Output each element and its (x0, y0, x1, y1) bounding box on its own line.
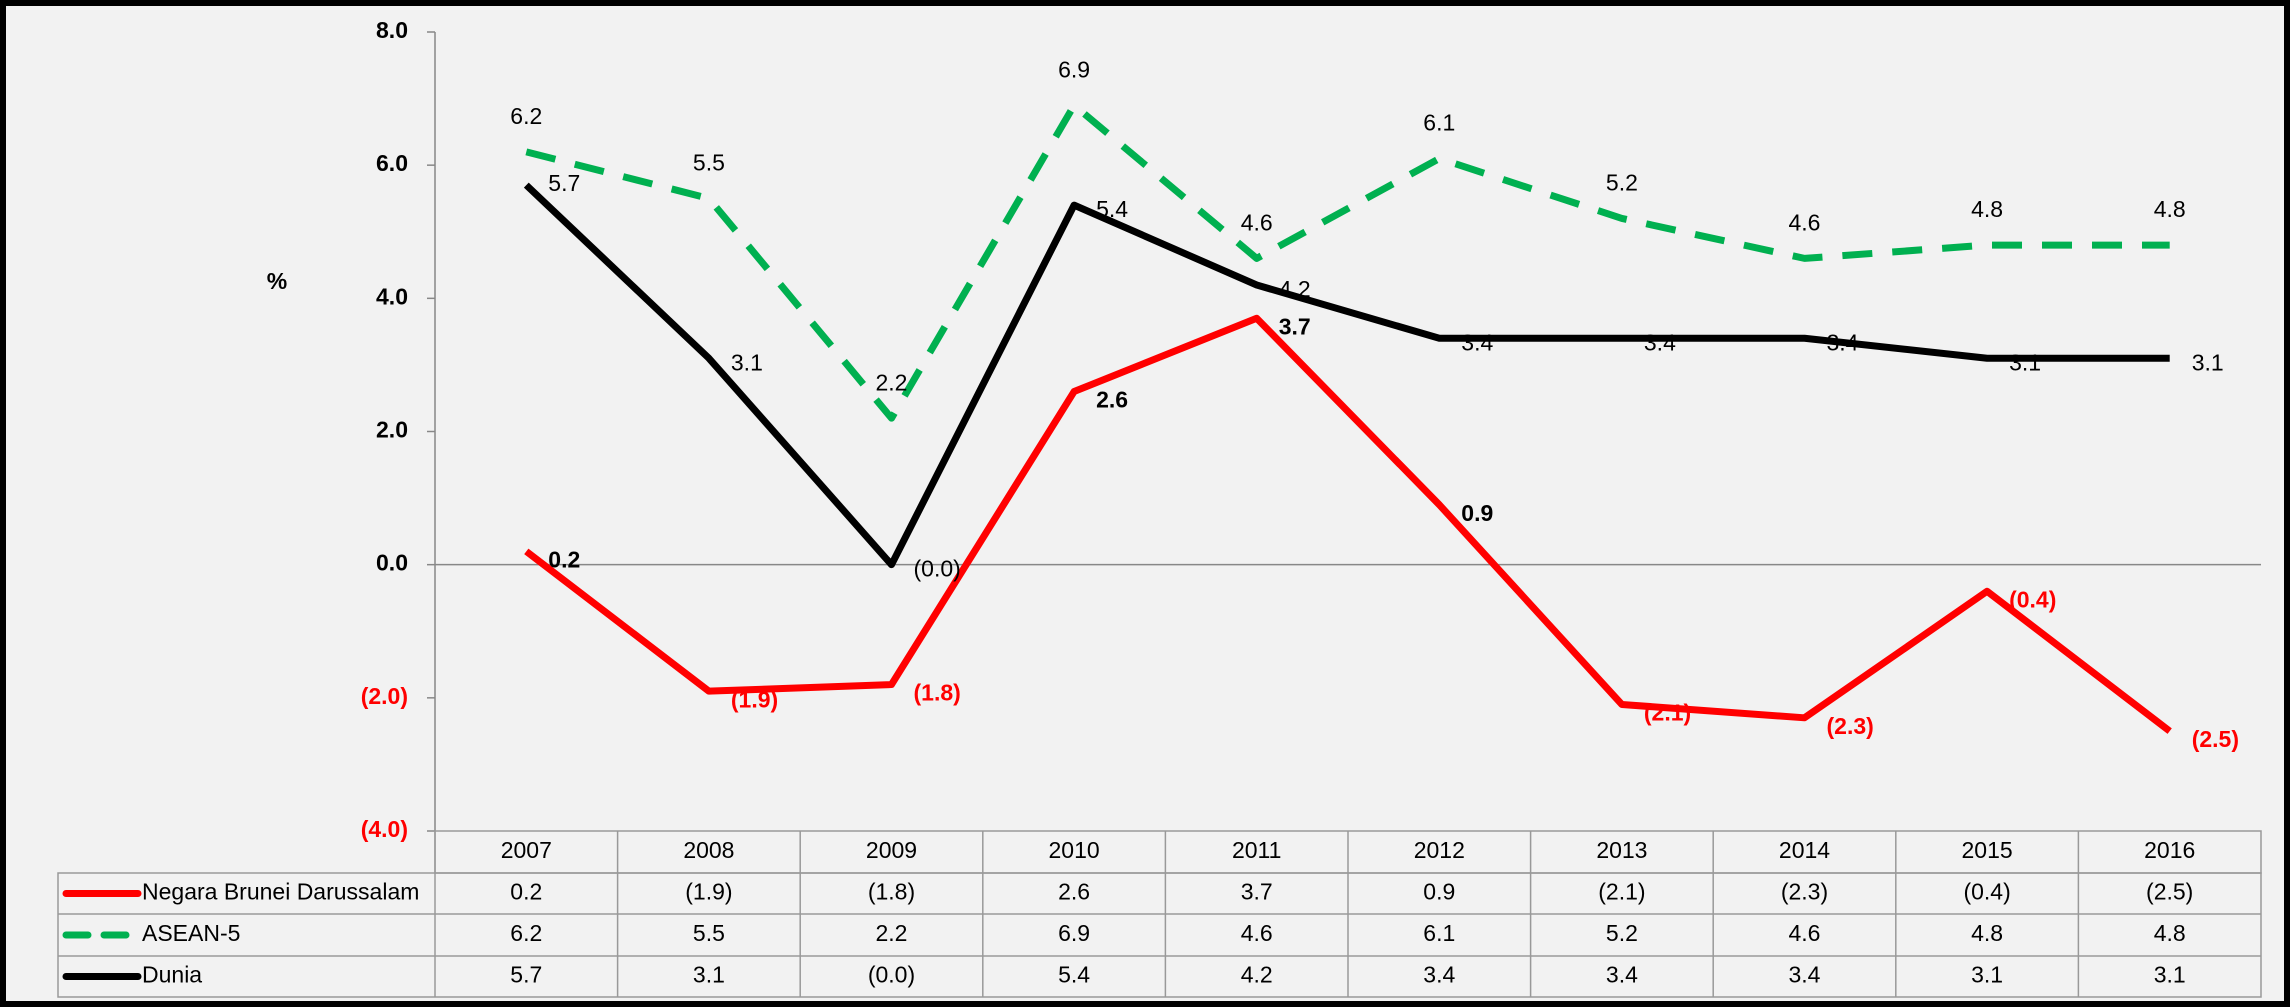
y-tick-label: 4.0 (376, 283, 408, 309)
x-tick-label: 2009 (866, 837, 917, 863)
data-label: (2.3) (1827, 713, 1874, 739)
x-tick-label: 2012 (1414, 837, 1465, 863)
data-table-cell: 3.1 (693, 962, 725, 988)
y-tick-label: 2.0 (376, 417, 408, 443)
x-tick-label: 2015 (1962, 837, 2013, 863)
data-label: 5.4 (1096, 196, 1128, 222)
legend-label: Negara Brunei Darussalam (142, 879, 419, 905)
x-tick-label: 2013 (1596, 837, 1647, 863)
y-tick-label: 0.0 (376, 550, 408, 576)
data-label: 2.2 (876, 369, 908, 395)
data-table-cell: (0.4) (1963, 879, 2010, 905)
series-line (523, 182, 2170, 569)
data-table-cell: 4.8 (1971, 920, 2003, 946)
series-line (525, 101, 2170, 422)
data-label: (1.9) (731, 686, 778, 712)
data-table-cell: 3.4 (1606, 962, 1638, 988)
data-label: (1.8) (914, 680, 961, 706)
data-table-cell: 4.2 (1241, 962, 1273, 988)
data-label: 4.6 (1789, 209, 1821, 235)
data-table-cell: 2.2 (876, 920, 908, 946)
legend-label: ASEAN-5 (142, 920, 240, 946)
x-tick-label: 2014 (1779, 837, 1830, 863)
data-label: 0.2 (548, 546, 580, 572)
data-table-cell: 5.5 (693, 920, 725, 946)
series-line (524, 314, 2172, 734)
data-label: 4.6 (1241, 209, 1273, 235)
data-table-cell: (0.0) (868, 962, 915, 988)
data-table-cell: (2.5) (2146, 879, 2193, 905)
data-label: 6.1 (1423, 110, 1455, 136)
y-tick-label: 6.0 (376, 150, 408, 176)
y-tick-label: (4.0) (361, 816, 408, 842)
data-table-cell: 0.9 (1423, 879, 1455, 905)
data-table-cell: 3.1 (2154, 962, 2186, 988)
data-table-cell: 5.2 (1606, 920, 1638, 946)
data-label: 0.9 (1461, 500, 1493, 526)
x-tick-label: 2011 (1232, 837, 1281, 863)
data-label: 3.4 (1461, 329, 1493, 355)
data-table-cell: 5.4 (1058, 962, 1090, 988)
data-label: 3.7 (1279, 313, 1311, 339)
data-label: 6.9 (1058, 56, 1090, 82)
data-label: 3.1 (2192, 349, 2224, 375)
x-tick-label: 2016 (2144, 837, 2195, 863)
data-label: (2.5) (2192, 726, 2239, 752)
legend-label: Dunia (142, 962, 202, 988)
data-label: 2.6 (1096, 387, 1128, 413)
data-label: 3.1 (731, 349, 763, 375)
data-table-cell: 6.9 (1058, 920, 1090, 946)
y-tick-label: 8.0 (376, 17, 408, 43)
data-table-cell: 5.7 (510, 962, 542, 988)
data-label: 3.4 (1644, 329, 1676, 355)
x-tick-label: 2007 (501, 837, 552, 863)
data-table-cell: 4.8 (2154, 920, 2186, 946)
data-table-cell: 4.6 (1241, 920, 1273, 946)
data-table-cell: 6.2 (510, 920, 542, 946)
data-table-cell: 3.7 (1241, 879, 1273, 905)
x-tick-label: 2010 (1049, 837, 1100, 863)
data-label: 3.4 (1827, 329, 1859, 355)
data-table-cell: (1.8) (868, 879, 915, 905)
data-table-cell: (1.9) (685, 879, 732, 905)
data-label: 5.2 (1606, 170, 1638, 196)
data-table-cell: (2.3) (1781, 879, 1828, 905)
data-label: 3.1 (2009, 349, 2041, 375)
data-label: 4.2 (1279, 276, 1311, 302)
data-table-cell: 2.6 (1058, 879, 1090, 905)
data-label: 5.5 (693, 150, 725, 176)
data-table-cell: 0.2 (510, 879, 542, 905)
x-tick-label: 2008 (683, 837, 734, 863)
y-axis-label: % (267, 268, 287, 294)
data-label: 4.8 (1971, 196, 2003, 222)
data-table-cell: 4.6 (1789, 920, 1821, 946)
data-label: (0.4) (2009, 586, 2056, 612)
data-table-border (57, 872, 2262, 998)
data-table-cell: 6.1 (1423, 920, 1455, 946)
data-table-cell: 3.1 (1971, 962, 2003, 988)
data-table-cell: 3.4 (1789, 962, 1821, 988)
data-label: 5.7 (548, 170, 580, 196)
data-table-cell: 3.4 (1423, 962, 1455, 988)
data-label: (0.0) (914, 556, 961, 582)
data-label: (2.1) (1644, 700, 1691, 726)
y-tick-label: (2.0) (361, 683, 408, 709)
data-table-cell: (2.1) (1598, 879, 1645, 905)
data-label: 4.8 (2154, 196, 2186, 222)
data-label: 6.2 (510, 103, 542, 129)
